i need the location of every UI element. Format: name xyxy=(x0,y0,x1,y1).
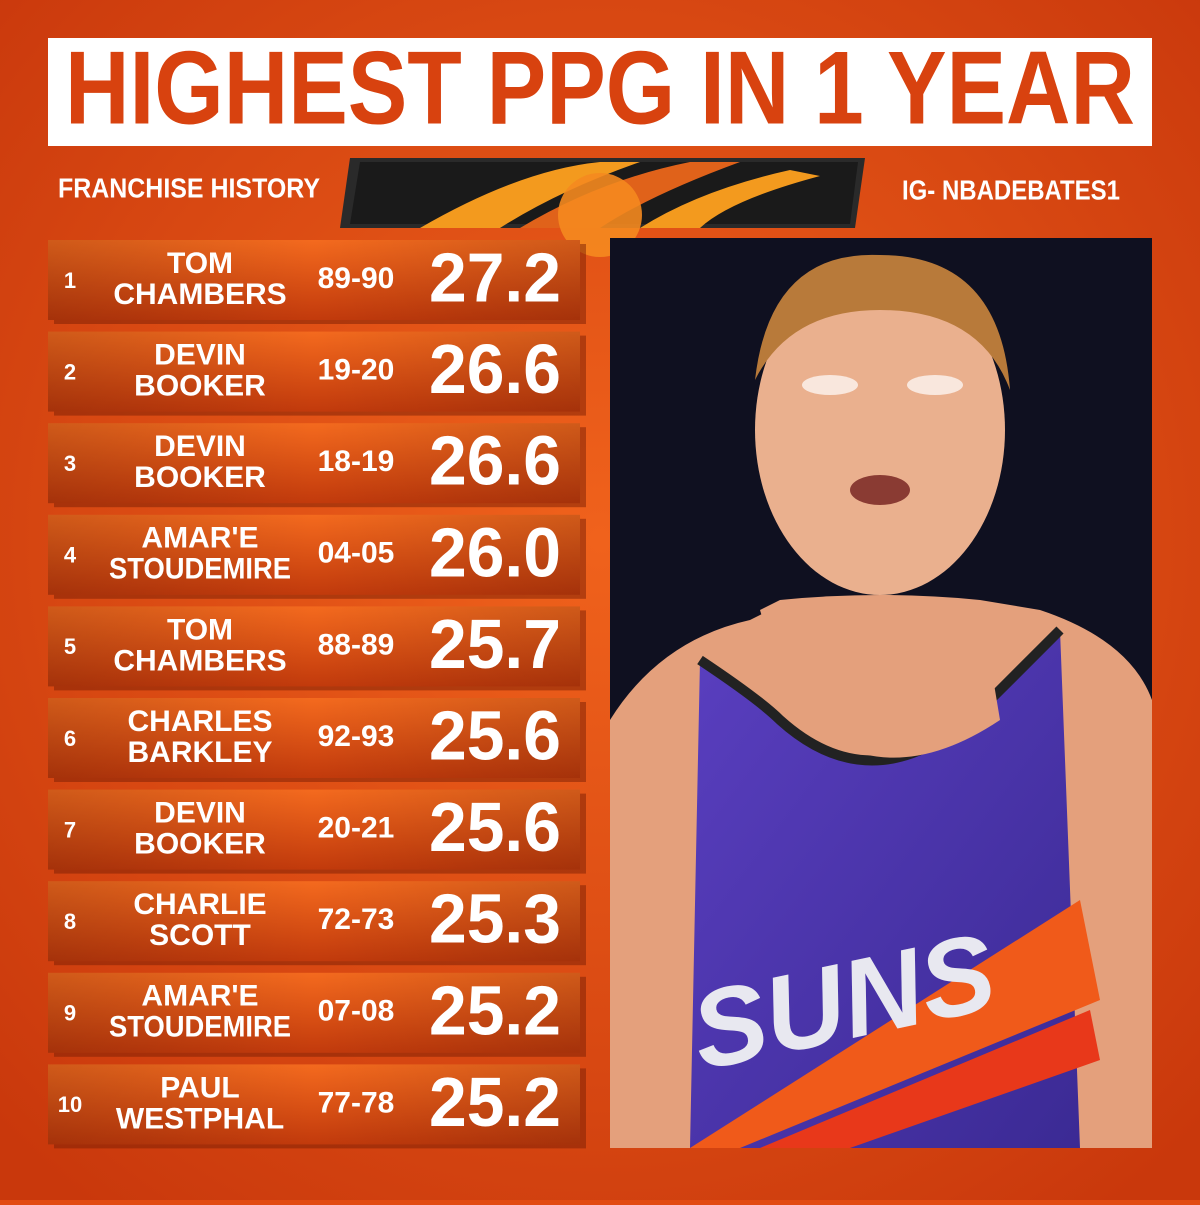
subtitle-left: FRANCHISE HISTORY xyxy=(58,172,320,203)
ppg: 25.2 xyxy=(429,971,561,1049)
ppg: 25.2 xyxy=(429,1063,561,1141)
row-shade xyxy=(48,514,580,595)
season: 18-19 xyxy=(318,445,395,478)
ppg: 27.2 xyxy=(429,238,561,316)
ppg: 25.6 xyxy=(429,696,561,774)
season: 20-21 xyxy=(318,812,395,845)
subtitle-right: IG- NBADEBATES1 xyxy=(902,174,1120,205)
rank: 10 xyxy=(58,1092,82,1117)
row-shade xyxy=(48,881,580,962)
player-name: DEVIN xyxy=(154,797,246,830)
rank: 3 xyxy=(64,451,76,476)
player-name: CHARLIE xyxy=(133,888,266,921)
row-shade xyxy=(48,423,580,504)
player-name: BOOKER xyxy=(134,828,266,861)
season: 88-89 xyxy=(318,628,395,661)
season: 07-08 xyxy=(318,995,395,1028)
season: 04-05 xyxy=(318,537,395,570)
ppg: 26.6 xyxy=(429,330,561,408)
ppg: 26.0 xyxy=(429,513,561,591)
title: HIGHEST PPG IN 1 YEAR xyxy=(65,30,1135,146)
rank: 6 xyxy=(64,726,76,751)
rank: 1 xyxy=(64,268,76,293)
photo: SUNS xyxy=(610,238,1152,1148)
player-name: SCOTT xyxy=(149,919,251,952)
player-name: BOOKER xyxy=(134,370,266,403)
player-name: STOUDEMIRE xyxy=(109,553,291,586)
season: 89-90 xyxy=(318,262,395,295)
player-name: AMAR'E xyxy=(141,980,258,1013)
player-name: TOM xyxy=(167,613,233,646)
player-name: CHARLES xyxy=(127,705,272,738)
player-name: DEVIN xyxy=(154,430,246,463)
season: 19-20 xyxy=(318,354,395,387)
player-name: BARKLEY xyxy=(127,736,272,769)
row-shade xyxy=(48,606,580,687)
season: 77-78 xyxy=(318,1086,395,1119)
player-name: PAUL xyxy=(160,1071,239,1104)
logo xyxy=(340,158,865,257)
player-name: CHAMBERS xyxy=(113,644,286,677)
player-name: CHAMBERS xyxy=(113,278,286,311)
player-name: DEVIN xyxy=(154,339,246,372)
season: 92-93 xyxy=(318,720,395,753)
row-shade xyxy=(48,240,580,320)
rank: 5 xyxy=(64,634,76,659)
player-name: TOM xyxy=(167,247,233,280)
row-shade xyxy=(48,972,580,1053)
row-shade xyxy=(48,789,580,870)
ppg: 25.7 xyxy=(429,605,561,683)
ppg: 25.3 xyxy=(429,880,561,958)
player-name: STOUDEMIRE xyxy=(109,1011,291,1044)
rank: 9 xyxy=(64,1001,76,1026)
season: 72-73 xyxy=(318,903,395,936)
rank: 7 xyxy=(64,817,76,842)
row-shade xyxy=(48,1064,580,1145)
rank: 4 xyxy=(64,543,77,568)
row-shade xyxy=(48,331,580,412)
row-shade xyxy=(48,698,580,778)
player-name: BOOKER xyxy=(134,461,266,494)
ppg: 26.6 xyxy=(429,422,561,500)
player-name: WESTPHAL xyxy=(116,1102,284,1135)
player-name: AMAR'E xyxy=(141,522,258,555)
rank: 8 xyxy=(64,909,76,934)
title-box xyxy=(48,38,1152,146)
ppg: 25.6 xyxy=(429,788,561,866)
rank: 2 xyxy=(64,359,76,384)
